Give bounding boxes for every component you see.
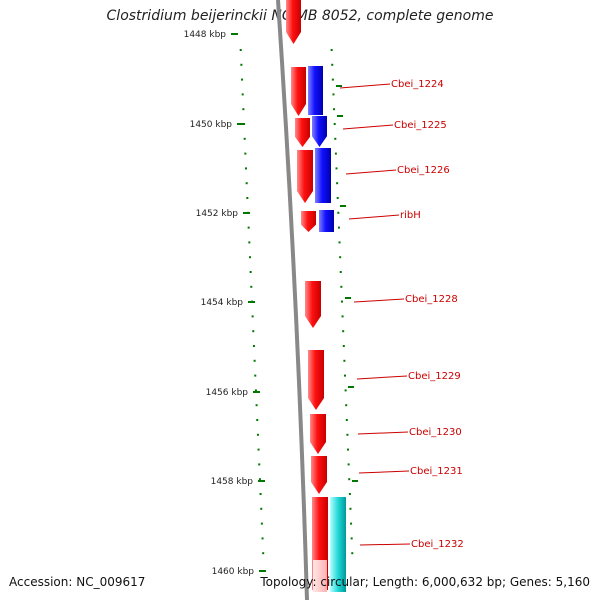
gene-label[interactable]: Cbei_1231	[410, 466, 463, 477]
rna-feature[interactable]	[330, 497, 346, 592]
gene-arrow[interactable]	[305, 281, 321, 328]
axis-tick-label: 1450 kbp	[190, 120, 233, 130]
gene-arrow-reverse[interactable]	[312, 116, 327, 147]
axis-tick-label: 1448 kbp	[184, 30, 227, 40]
gene-arrow[interactable]	[286, 0, 301, 44]
gene-highlight[interactable]	[313, 560, 327, 592]
gene-label-leader	[339, 83, 391, 89]
gene-label[interactable]: Cbei_1226	[397, 165, 450, 176]
gene-label[interactable]: Cbei_1229	[408, 371, 461, 382]
gene-label-leader	[342, 124, 394, 130]
axis-tick-label: 1456 kbp	[206, 388, 249, 398]
gene-label[interactable]: Cbei_1225	[394, 120, 447, 131]
gene-label[interactable]: ribH	[400, 210, 421, 221]
gene-labels: Cbei_1224 Cbei_1225 Cbei_1226 ribH Cbei_1228…	[339, 79, 464, 550]
gc-skew-track	[330, 49, 358, 555]
gene-block-reverse[interactable]	[308, 66, 323, 115]
genome-backbone	[276, 0, 309, 600]
gene-arrow[interactable]	[311, 456, 327, 494]
gene-label-leader	[353, 298, 405, 303]
gene-arrow[interactable]	[301, 211, 316, 232]
gene-label[interactable]: Cbei_1232	[411, 539, 464, 550]
gene-label-leader	[358, 470, 410, 474]
gene-arrow[interactable]	[308, 350, 324, 410]
gene-label[interactable]: Cbei_1230	[409, 427, 462, 438]
gene-block-reverse[interactable]	[319, 210, 334, 232]
gene-arrow[interactable]	[295, 118, 310, 147]
axis-tick-label: 1452 kbp	[196, 209, 239, 219]
gene-label-leader	[348, 214, 400, 220]
gene-label-leader	[357, 431, 409, 435]
gene-label-leader	[345, 169, 397, 175]
gene-arrow[interactable]	[291, 67, 306, 116]
gene-arrow[interactable]	[310, 414, 326, 454]
accession-text: Accession: NC_009617	[9, 575, 146, 589]
gene-block-reverse[interactable]	[315, 148, 331, 203]
gene-label[interactable]: Cbei_1228	[405, 294, 458, 305]
position-axis: 1448 kbp 1450 kbp 1452 kbp 1454 kbp 1456 kbp…	[184, 30, 266, 577]
gene-label-leader	[356, 375, 408, 380]
axis-tick-label: 1460 kbp	[212, 567, 255, 577]
genome-summary-text: Topology: circular; Length: 6,000,632 bp…	[260, 575, 590, 589]
gene-arrow[interactable]	[297, 150, 313, 203]
gene-label[interactable]: Cbei_1224	[391, 79, 444, 90]
gene-features-track	[286, 0, 346, 592]
gene-label-leader	[359, 543, 411, 546]
axis-tick-label: 1454 kbp	[201, 298, 244, 308]
axis-tick-label: 1458 kbp	[211, 477, 254, 487]
